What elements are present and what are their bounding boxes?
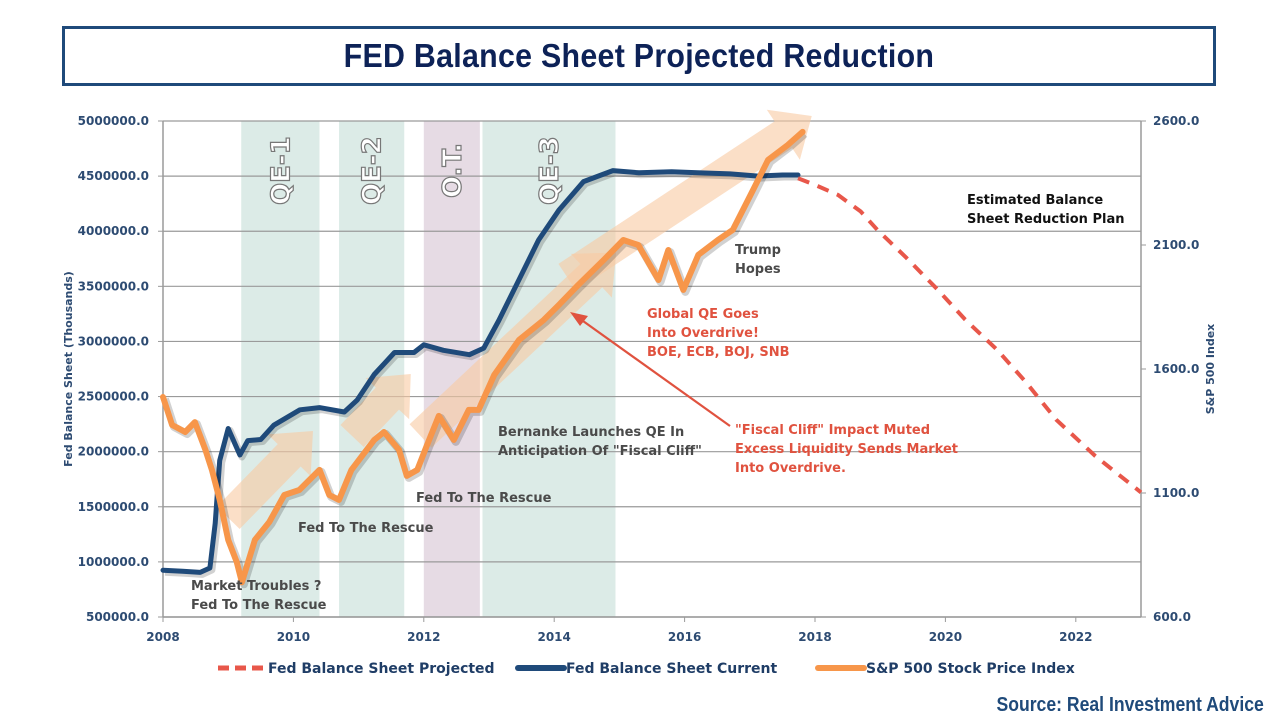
band-label-qe-1: QE-1 [266,136,296,205]
y-tick-label: 500000.0 [86,610,149,624]
y-tick-label: 4500000.0 [78,169,149,183]
annotation-trump-hopes: Hopes [735,262,781,277]
x-tick-label: 2010 [277,630,310,644]
series-fed-balance-current [160,168,801,575]
annotation-global-qe: BOE, ECB, BOJ, SNB [647,345,790,360]
band-label-ot: O.T. [438,143,468,198]
annotation-arrow-head [570,312,588,326]
y-tick-label: 5000000.0 [78,114,149,128]
x-tick-label: 2022 [1059,630,1092,644]
annotation-reduction-plan: Sheet Reduction Plan [967,212,1124,227]
y-axis-title: Fed Balance Sheet (Thousands) [62,271,75,467]
band-label-qe-2: QE-2 [358,136,388,205]
annotations: Market Troubles ? Fed To The Rescue Fed To… [191,193,1124,613]
series-lines [160,128,1143,589]
x-tick-label: 2012 [407,630,440,644]
annotation-arrow-line [575,315,731,427]
y-tick-label: 3500000.0 [78,279,149,293]
x-tick-label: 2014 [537,630,570,644]
y-tick-label: 2500000.0 [78,390,149,404]
legend: Fed Balance Sheet Projected Fed Balance S… [218,661,1075,677]
y-tick-label: 1500000.0 [78,500,149,514]
legend-label: Fed Balance Sheet Projected [268,661,495,677]
annotation-fed-rescue-3: Fed To The Rescue [416,491,552,506]
y2-axis-title: S&P 500 Index [1204,324,1217,415]
source-credit: Source: Real Investment Advice [996,694,1264,716]
annotation-trump-hopes: Trump [735,243,781,258]
trend-arrow [216,431,313,529]
series-fed-balance-projected [797,176,1143,494]
x-tick-label: 2020 [929,630,962,644]
legend-label: Fed Balance Sheet Current [566,661,778,677]
annotation-fiscal-cliff: Into Overdrive. [735,461,846,476]
annotation-bernanke: Bernanke Launches QE In [498,425,684,440]
annotation-global-qe: Global QE Goes [647,307,759,322]
y2-tick-label: 2100.0 [1153,238,1199,252]
y2-tick-label: 1600.0 [1153,362,1199,376]
annotation-reduction-plan: Estimated Balance [967,193,1103,208]
annotation-global-qe: Into Overdrive! [647,326,759,341]
y2-tick-label: 1100.0 [1153,486,1199,500]
x-tick-label: 2016 [668,630,701,644]
tick-labels: 5000000.0 4500000.0 4000000.0 3500000.0 3000… [78,114,1200,644]
y-tick-label: 2000000.0 [78,445,149,459]
y-tick-label: 3000000.0 [78,334,149,348]
annotation-fiscal-cliff: Excess Liquidity Sends Market [735,442,958,457]
x-tick-label: 2018 [798,630,831,644]
band-qe-1 [241,121,320,617]
band-qe-2 [339,121,405,617]
annotation-bernanke: Anticipation Of "Fiscal Cliff" [498,444,702,459]
trend-arrow [340,373,411,447]
legend-label: S&P 500 Stock Price Index [866,661,1075,677]
y-tick-label: 1000000.0 [78,555,149,569]
band-label-qe-3: QE-3 [535,136,565,205]
annotation-fiscal-cliff: "Fiscal Cliff" Impact Muted [735,423,930,438]
annotation-market-troubles: Fed To The Rescue [191,598,327,613]
annotation-market-troubles: Market Troubles ? [191,579,321,594]
y2-tick-label: 600.0 [1153,610,1191,624]
title-box: FED Balance Sheet Projected Reduction [62,26,1216,86]
x-tick-label: 2008 [146,630,179,644]
band-labels: QE-1 QE-2 O.T. QE-3 [266,136,566,206]
chart-title: FED Balance Sheet Projected Reduction [343,37,935,74]
annotation-fed-rescue-2: Fed To The Rescue [298,521,434,536]
series-sp500 [160,128,806,586]
y2-tick-label: 2600.0 [1153,114,1199,128]
y-tick-label: 4000000.0 [78,224,149,238]
